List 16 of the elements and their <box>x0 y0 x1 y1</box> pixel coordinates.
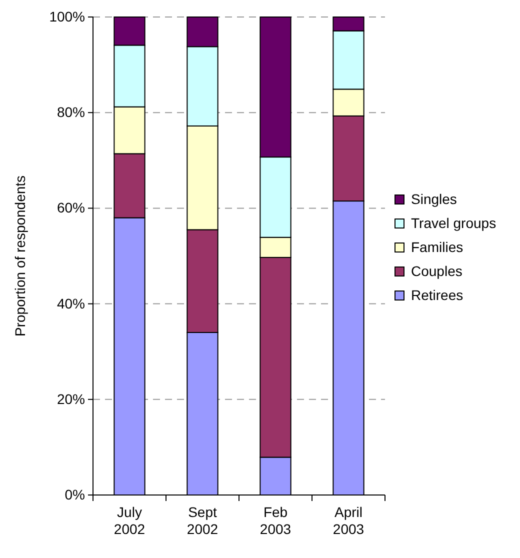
x-tick-label: July 2002 <box>114 504 146 537</box>
y-tick-label: 40% <box>56 295 85 312</box>
y-tick-label: 0% <box>64 486 85 502</box>
legend-label: Singles <box>411 191 457 207</box>
y-tick-label: 20% <box>56 390 85 407</box>
x-tick-label: Sept 2002 <box>186 504 218 537</box>
y-axis-title: Proportion of respondents <box>12 175 28 337</box>
y-tick-label: 60% <box>56 200 85 216</box>
legend-label: Couples <box>411 263 462 279</box>
legend-label: Families <box>411 239 464 255</box>
y-tick-label: 80% <box>56 104 85 120</box>
legend-label: Travel groups <box>411 215 496 231</box>
legend-label: Retirees <box>411 287 464 303</box>
y-tick-label: 100% <box>49 8 85 24</box>
x-tick-label: April 2003 <box>332 504 364 537</box>
x-tick-label: Feb 2003 <box>260 504 292 537</box>
